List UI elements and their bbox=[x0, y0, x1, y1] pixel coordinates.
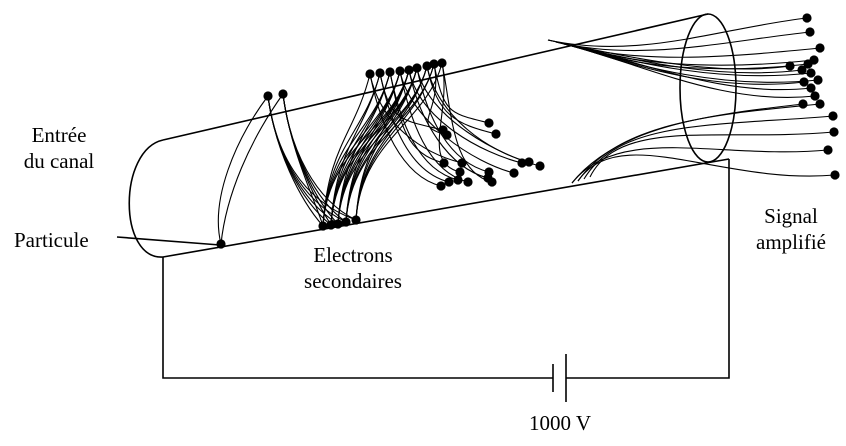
electrons-label-line2: secondaires bbox=[304, 269, 402, 293]
signal-electron-dot bbox=[785, 61, 795, 71]
electron-dot bbox=[395, 66, 405, 76]
trajectory-output bbox=[555, 31, 811, 52]
electron-dot bbox=[524, 157, 534, 167]
electron-dot bbox=[351, 215, 361, 225]
signal-electron-dot bbox=[806, 83, 816, 93]
trajectory-output bbox=[589, 131, 835, 178]
electron-dot bbox=[517, 158, 527, 168]
electron-trajectories bbox=[217, 17, 836, 245]
circuit-wire-left bbox=[162, 257, 553, 379]
electron-dot bbox=[412, 63, 422, 73]
electron-dot bbox=[439, 158, 449, 168]
electron-dot bbox=[437, 58, 447, 68]
signal-electron-dot bbox=[828, 111, 838, 121]
signal-electron-dot bbox=[810, 91, 820, 101]
electron-dot bbox=[263, 91, 273, 101]
entree-label: Entrée du canal bbox=[14, 122, 104, 174]
electron-dot bbox=[457, 158, 467, 168]
electron-dot bbox=[463, 177, 473, 187]
tube-exit-rim bbox=[679, 13, 737, 163]
electron-dot bbox=[385, 67, 395, 77]
trajectory-stage3 bbox=[433, 63, 490, 124]
signal-electron-dot bbox=[815, 43, 825, 53]
trajectory-output bbox=[571, 147, 829, 184]
signal-electron-dot bbox=[802, 13, 812, 23]
electron-dot bbox=[442, 130, 452, 140]
trajectory-output bbox=[571, 103, 804, 184]
electron-dot bbox=[422, 61, 432, 71]
signal-electron-dot bbox=[815, 99, 825, 109]
particule-pointer bbox=[116, 236, 221, 246]
electron-dot bbox=[341, 217, 351, 227]
electron-dot bbox=[484, 118, 494, 128]
signal-amplifie-label: Signal amplifié bbox=[736, 203, 846, 255]
electron-dot bbox=[491, 129, 501, 139]
trajectory-output bbox=[555, 41, 816, 98]
signal-electron-dot bbox=[805, 27, 815, 37]
electrons-label-line1: Electrons bbox=[313, 243, 393, 267]
trajectory-particle-b bbox=[220, 93, 284, 245]
trajectory-stage2 bbox=[337, 70, 401, 225]
signal-label-line1: Signal bbox=[764, 204, 818, 228]
particule-label: Particule bbox=[14, 228, 89, 252]
signal-electron-dot bbox=[829, 127, 839, 137]
electron-dot bbox=[333, 219, 343, 229]
trajectory-output bbox=[547, 39, 791, 70]
electron-dot bbox=[455, 167, 465, 177]
circuit-wire-right bbox=[566, 159, 730, 379]
signal-electron-dot bbox=[823, 145, 833, 155]
electron-dot bbox=[535, 161, 545, 171]
tube-bottom-edge bbox=[162, 158, 730, 258]
electron-dot bbox=[453, 175, 463, 185]
trajectory-stage1 bbox=[282, 93, 357, 221]
trajectory-stage3 bbox=[426, 65, 530, 163]
signal-electron-dot bbox=[830, 170, 840, 180]
electron-dot bbox=[404, 65, 414, 75]
trajectory-output bbox=[547, 17, 808, 47]
entree-label-line2: du canal bbox=[23, 149, 95, 173]
particule-dot bbox=[216, 239, 226, 249]
signal-electron-dot bbox=[813, 75, 823, 85]
trajectory-output bbox=[583, 115, 834, 180]
trajectory-stage3 bbox=[399, 70, 515, 174]
trajectory-stage3 bbox=[441, 62, 493, 183]
electron-dot bbox=[487, 177, 497, 187]
trajectory-stage3 bbox=[416, 67, 490, 173]
electron-dot bbox=[278, 89, 288, 99]
entree-label-line1: Entrée bbox=[31, 123, 87, 147]
electron-dot bbox=[484, 167, 494, 177]
trajectory-stage3 bbox=[389, 71, 445, 164]
electron-dot bbox=[326, 220, 336, 230]
electron-dot bbox=[509, 168, 519, 178]
tube-entrance-rim bbox=[128, 139, 164, 258]
trajectory-stage3 bbox=[427, 63, 448, 136]
electron-dot bbox=[375, 68, 385, 78]
signal-label-line2: amplifié bbox=[756, 230, 826, 254]
signal-electron-dot bbox=[797, 65, 807, 75]
signal-electron-dot bbox=[803, 59, 813, 69]
trajectory-stage2 bbox=[355, 62, 443, 221]
signal-electron-dot bbox=[806, 68, 816, 78]
trajectory-stage1 bbox=[267, 95, 357, 221]
electrons-secondaires-label: Electrons secondaires bbox=[278, 242, 428, 294]
signal-electron-dot bbox=[798, 99, 808, 109]
electron-dot bbox=[436, 181, 446, 191]
trajectory-stage3 bbox=[369, 73, 442, 187]
electron-dot bbox=[444, 177, 454, 187]
trajectory-particle-a bbox=[217, 95, 269, 245]
trajectory-stage1 bbox=[267, 95, 324, 227]
electron-dot bbox=[365, 69, 375, 79]
trajectory-stage3 bbox=[369, 73, 463, 164]
trajectory-output bbox=[547, 39, 812, 91]
trajectory-output bbox=[577, 103, 821, 182]
electron-dot bbox=[429, 59, 439, 69]
trajectory-stage3 bbox=[438, 62, 461, 173]
trajectory-output bbox=[577, 154, 836, 182]
electron-dots bbox=[216, 13, 840, 249]
electron-dot bbox=[318, 221, 328, 231]
signal-electron-dot bbox=[799, 77, 809, 87]
voltage-label: 1000 V bbox=[528, 411, 592, 435]
